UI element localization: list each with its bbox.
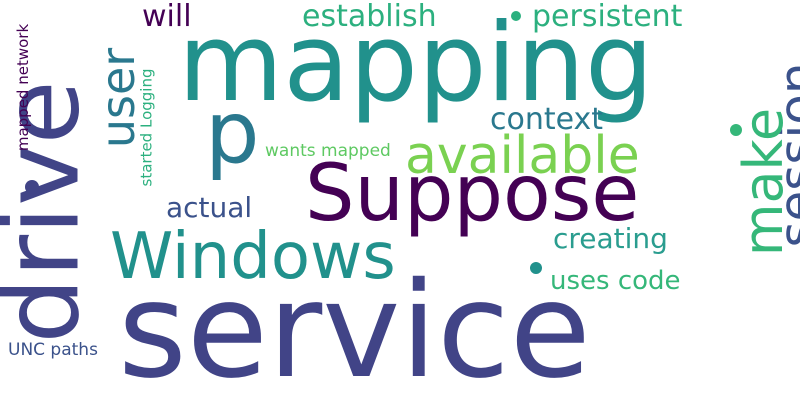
word-windows: Windows	[110, 220, 396, 294]
word-unc-paths: UNC paths	[8, 340, 98, 360]
word-persistent: persistent	[532, 0, 683, 34]
word-mapped-network: mapped network	[14, 23, 33, 152]
word-started-logging: started Logging	[137, 68, 156, 187]
dot-mark	[530, 262, 542, 274]
word-user: user	[91, 47, 146, 149]
word-actual: actual	[166, 191, 253, 224]
word-suppose: Suppose	[305, 149, 640, 239]
dot-mark	[25, 180, 39, 194]
word-wants-mapped: wants mapped	[265, 141, 391, 161]
word-establish: establish	[302, 0, 437, 34]
word-will: will	[142, 0, 192, 34]
word-uses-code: uses code	[550, 266, 681, 296]
word-mapping: mapping	[178, 1, 654, 126]
word-make: make	[732, 107, 796, 257]
word-service: service	[118, 254, 591, 400]
dot-mark	[511, 11, 521, 21]
dot-mark	[730, 124, 742, 136]
word-available: available	[405, 126, 640, 186]
word-p: p	[205, 83, 260, 183]
word-creating: creating	[553, 222, 668, 255]
word-context: context	[490, 102, 604, 137]
